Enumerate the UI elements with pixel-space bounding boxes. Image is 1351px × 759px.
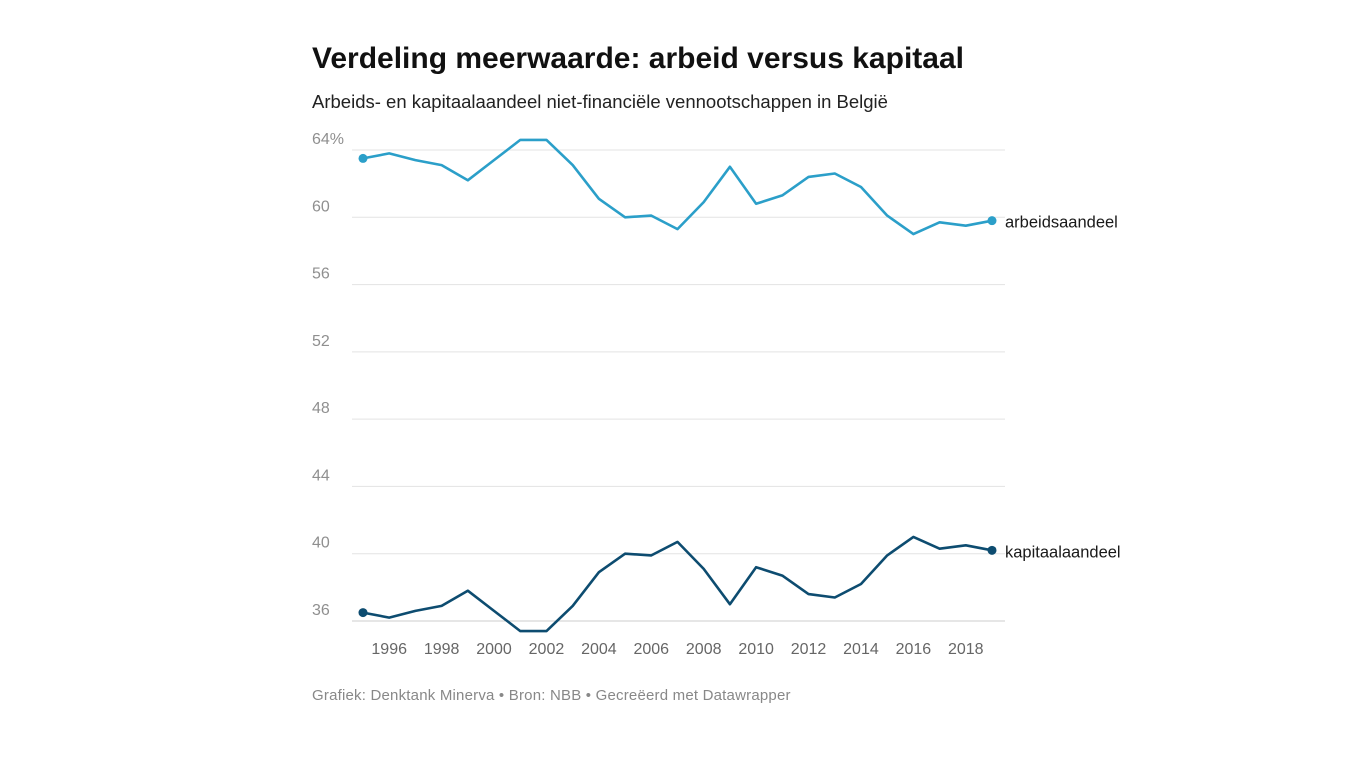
series-start-point-arbeidsaandeel (358, 153, 368, 163)
x-tick-label: 2018 (948, 641, 984, 658)
y-tick-label: 44 (312, 467, 330, 484)
chart-title: Verdeling meerwaarde: arbeid versus kapi… (312, 42, 964, 75)
x-tick-label: 2000 (476, 641, 512, 658)
series-line-arbeidsaandeel (361, 138, 994, 236)
y-tick-label: 48 (312, 400, 330, 417)
y-tick-label: 64% (312, 131, 344, 148)
x-tick-label: 2014 (843, 641, 879, 658)
y-tick-label: 36 (312, 602, 330, 619)
y-tick-label: 60 (312, 198, 330, 215)
x-tick-label: 2010 (738, 641, 774, 658)
series-labels: arbeidsaandeel kapitaalaandeel (1005, 214, 1121, 562)
x-tick-label: 2002 (529, 641, 565, 658)
x-tick-label: 1996 (371, 641, 407, 658)
y-tick-label: 56 (312, 266, 330, 283)
chart-subtitle: Arbeids- en kapitaalaandeel niet-financi… (312, 91, 888, 112)
series-label-arbeidsaandeel: arbeidsaandeel (1005, 214, 1118, 232)
y-tick-label: 40 (312, 535, 330, 552)
x-tick-label: 1998 (424, 641, 460, 658)
x-axis-ticks: 1996 1998 2000 2002 2004 2006 2008 2010 2012 2014… (371, 641, 983, 658)
x-tick-label: 2008 (686, 641, 722, 658)
x-tick-label: 2016 (896, 641, 932, 658)
chart-footer-source: Grafiek: Denktank Minerva • Bron: NBB • … (312, 687, 791, 704)
x-tick-label: 2004 (581, 641, 617, 658)
series-start-point-kapitaalaandeel (358, 608, 368, 618)
series-label-kapitaalaandeel: kapitaalaandeel (1005, 543, 1121, 561)
series (358, 138, 997, 633)
x-tick-label: 2006 (633, 641, 669, 658)
series-end-point-arbeidsaandeel (987, 216, 997, 226)
series-line-kapitaalaandeel (361, 535, 994, 633)
gridlines (352, 149, 1005, 622)
series-end-point-kapitaalaandeel (987, 545, 997, 555)
y-axis-ticks: 36 40 44 48 52 56 60 64% (312, 131, 344, 619)
y-tick-label: 52 (312, 333, 330, 350)
x-tick-label: 2012 (791, 641, 827, 658)
